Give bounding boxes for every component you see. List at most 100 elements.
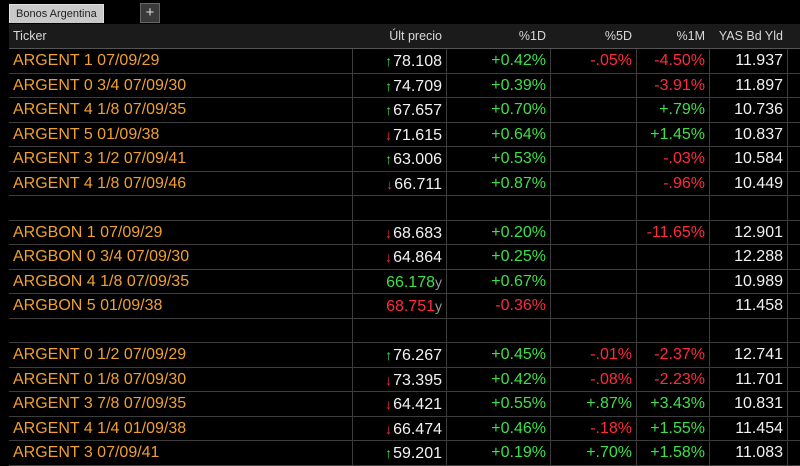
column-header-last-price[interactable]: Últ precio [389,29,442,43]
last-price-value: 71.615 [393,126,442,144]
ticker-cell: ARGENT 5 01/09/38 [13,125,160,143]
add-tab-button[interactable]: + [140,3,160,23]
arrow-up-icon: ↑ [385,77,393,94]
column-header-yield[interactable]: YAS Bd Yld [718,29,783,43]
column-header-change-5d[interactable]: %5D [604,29,632,43]
ticker-cell [9,196,352,219]
change-5d-cell [550,147,636,170]
change-5d-cell [550,319,636,342]
table-row[interactable]: ARGENT 4 1/8 07/09/35 ↑67.657 +0.70% +.79% 1… [9,98,800,123]
table-row-blank [9,318,800,343]
last-price-cell: 66.178y [352,270,446,293]
change-1m-cell: +.79% [659,101,705,118]
arrow-up-icon: ↑ [385,445,393,461]
change-1m-cell: -4.50% [654,52,705,69]
change-1m-cell [636,294,709,317]
table-row[interactable]: ARGENT 5 01/09/38 ↓71.615 +0.64% +1.45% 10.8… [9,122,800,147]
last-price-value: 68.683 [393,224,442,242]
table-row-blank [9,196,800,221]
yield-cell [709,319,787,342]
column-header-change-1d[interactable]: %1D [518,29,546,43]
last-price-cell: ↑63.006 [352,147,446,170]
change-1m-cell: -2.23% [654,370,705,388]
last-price-cell: ↑76.267 [352,343,446,366]
change-1d-cell [446,319,550,342]
change-1m-cell [636,196,709,219]
change-1d-cell: +0.19% [491,444,546,461]
table-row[interactable]: ARGENT 3 07/09/41 ↑59.201 +0.19% +.70% +1.58… [9,441,800,466]
table-row[interactable]: ARGBON 4 1/8 07/09/35 66.178y +0.67% 10.989 [9,269,800,294]
table-row[interactable]: ARGENT 0 1/8 07/09/30 ↓73.395 +0.42% -.08% -… [9,367,800,392]
ticker-cell: ARGENT 1 07/09/29 [13,52,160,69]
last-price-cell: ↓68.683 [352,221,446,244]
last-price-cell: ↑59.201 [352,441,446,464]
tab-bar: Bonos Argentina + [0,0,800,24]
change-5d-cell [550,74,636,97]
table-row[interactable]: ARGENT 4 1/4 01/09/38 ↓66.474 +0.46% -.18% +… [9,416,800,441]
last-price-value: 78.108 [393,53,442,70]
last-price-value: 66.711 [394,175,442,193]
column-header-ticker[interactable]: Ticker [13,29,47,43]
tab-bonos-argentina[interactable]: Bonos Argentina [9,4,104,23]
last-price-cell: 68.751y [352,294,446,317]
change-1m-cell [636,245,709,268]
yield-cell: 10.837 [734,125,783,143]
last-price-value: 76.267 [393,347,442,364]
table-row[interactable]: ARGBON 5 01/09/38 68.751y -0.36% 11.458 [9,294,800,319]
last-price-cell: ↑74.709 [352,74,446,97]
change-1m-cell [636,319,709,342]
change-1m-cell [636,270,709,293]
arrow-up-icon: ↑ [385,53,393,69]
table-row[interactable]: ARGBON 0 3/4 07/09/30 ↓64.864 +0.25% 12.288 [9,245,800,270]
last-price-value: 73.395 [393,371,442,389]
change-1m-cell: +1.55% [650,419,705,437]
table-row[interactable]: ARGBON 1 07/09/29 ↓68.683 +0.20% -11.65% 12.… [9,220,800,245]
ticker-cell: ARGENT 0 3/4 07/09/30 [13,76,187,94]
last-price-value: 64.421 [393,396,442,413]
change-5d-cell: +.87% [586,395,632,412]
yield-cell: 11.458 [735,297,783,314]
change-5d-cell [550,172,636,195]
last-price-cell: ↓73.395 [352,368,446,391]
yield-cell: 11.937 [735,52,783,69]
ticker-cell: ARGENT 3 7/8 07/09/35 [13,395,187,412]
table-row[interactable]: ARGENT 3 1/2 07/09/41 ↑63.006 +0.53% -.03% 1… [9,147,800,172]
change-1d-cell: +0.87% [491,174,546,192]
table-row[interactable]: ARGENT 3 7/8 07/09/35 ↓64.421 +0.55% +.87% +… [9,392,800,417]
last-price-cell: ↑67.657 [352,98,446,121]
last-price-value: 68.751 [386,298,435,315]
ticker-cell: ARGENT 4 1/4 01/09/38 [13,419,187,437]
column-header-change-1m[interactable]: %1M [676,29,705,43]
change-5d-cell [550,123,636,146]
change-1m-cell: +1.58% [650,444,705,461]
last-price-value: 59.201 [393,445,442,462]
change-1d-cell: +0.42% [491,370,546,388]
last-price-cell: ↓66.474 [352,417,446,440]
last-price-cell [352,319,446,342]
change-1d-cell: +0.64% [491,125,546,143]
yield-cell: 12.901 [734,223,783,241]
last-price-cell [352,196,446,219]
yield-cell: 10.831 [734,395,783,412]
yield-cell: 12.288 [734,248,783,265]
table-row[interactable]: ARGENT 1 07/09/29 ↑78.108 +0.42% -.05% -4.50… [9,49,800,74]
change-1d-cell: +0.39% [491,76,546,94]
change-1d-cell: +0.70% [491,101,546,118]
yield-cell: 12.741 [734,346,783,363]
change-5d-cell [550,270,636,293]
table-row[interactable]: ARGENT 0 3/4 07/09/30 ↑74.709 +0.39% -3.91%… [9,73,800,98]
table-row[interactable]: ARGENT 4 1/8 07/09/46 ↓66.711 +0.87% -.96% 1… [9,171,800,196]
ticker-cell: ARGENT 4 1/8 07/09/35 [13,101,187,118]
ticker-cell: ARGBON 4 1/8 07/09/35 [13,272,190,290]
arrow-down-icon: ↓ [385,249,393,265]
ticker-cell: ARGENT 3 1/2 07/09/41 [13,150,187,167]
yield-cell: 11.083 [735,444,783,461]
table-row[interactable]: ARGENT 0 1/2 07/09/29 ↑76.267 +0.45% -.01% -… [9,343,800,368]
arrow-up-icon: ↑ [385,151,393,167]
change-5d-cell: -.18% [590,419,632,437]
change-1m-cell: +1.45% [650,125,705,143]
arrow-down-icon: ↓ [385,420,393,437]
yield-cell: 10.736 [734,101,783,118]
yield-cell: 10.584 [734,150,783,167]
change-1d-cell: +0.42% [491,52,546,69]
